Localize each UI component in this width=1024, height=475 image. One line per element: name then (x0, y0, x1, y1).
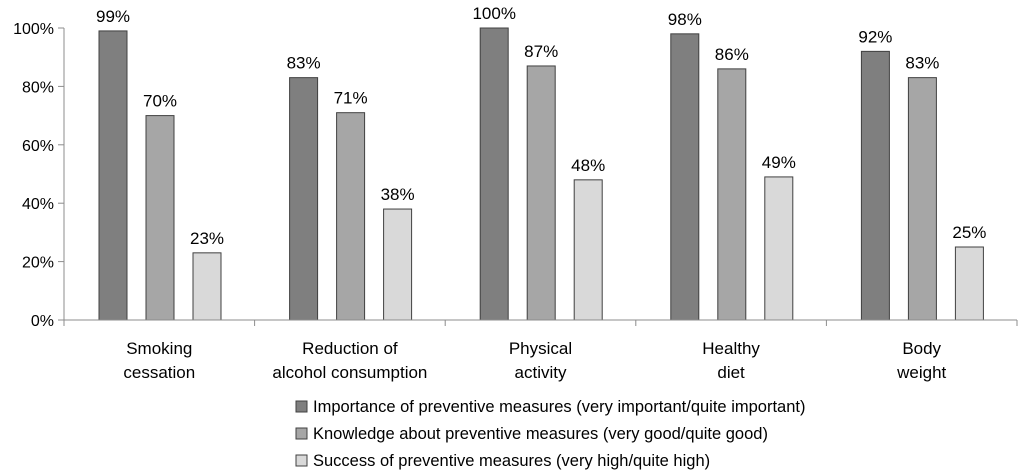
data-label: 71% (334, 89, 368, 108)
legend-label: Knowledge about preventive measures (ver… (313, 425, 768, 443)
x-category-label: Physical (509, 339, 572, 358)
x-category-label: activity (515, 363, 567, 382)
bar-series3 (192, 252, 222, 321)
bar-series3 (954, 246, 984, 321)
data-label: 23% (190, 229, 224, 248)
legend-swatch (295, 400, 308, 413)
x-category-label: cessation (123, 363, 195, 382)
legend-swatch (295, 454, 308, 467)
legend: Importance of preventive measures (very … (295, 398, 805, 470)
x-category-label: alcohol consumption (272, 363, 427, 382)
data-label: 70% (143, 92, 177, 111)
data-label: 100% (472, 4, 515, 23)
data-label: 83% (905, 54, 939, 73)
y-tick-label: 60% (22, 138, 54, 155)
x-category-label: diet (717, 363, 745, 382)
bar-series1 (860, 50, 890, 321)
legend-label: Importance of preventive measures (very … (313, 398, 805, 416)
bar-series1 (670, 33, 700, 321)
y-tick-label: 40% (22, 196, 54, 213)
bar-series3 (764, 176, 794, 321)
data-label: 83% (287, 54, 321, 73)
bar-series2 (717, 68, 747, 321)
bar-series3 (383, 208, 413, 321)
x-category-label: Reduction of (302, 339, 398, 358)
data-label: 25% (952, 223, 986, 242)
y-tick-label: 0% (31, 313, 54, 330)
data-label: 92% (858, 27, 892, 46)
x-category-label: Healthy (702, 339, 760, 358)
data-label: 48% (571, 156, 605, 175)
data-label: 87% (524, 42, 558, 61)
x-category-label: weight (896, 363, 946, 382)
bar-series2 (145, 115, 175, 321)
bars: 99% 70% 23% 83% 71% 38% 100% 87% 48% 98% 86% 49% 92%… (96, 4, 986, 321)
y-tick-label: 100% (13, 21, 54, 38)
data-label: 99% (96, 7, 130, 26)
legend-label: Success of preventive measures (very hig… (313, 452, 710, 470)
bar-series2 (526, 65, 556, 321)
bar-series1 (479, 27, 509, 321)
y-tick-label: 80% (22, 79, 54, 96)
bar-series2 (336, 112, 366, 321)
data-label: 38% (381, 185, 415, 204)
bar-series1 (98, 30, 128, 321)
data-label: 98% (668, 10, 702, 29)
y-tick-label: 20% (22, 255, 54, 272)
y-axis: 0% 20% 40% 60% 80% 100% (13, 21, 65, 330)
data-label: 49% (762, 153, 796, 172)
x-category-label: Body (902, 339, 941, 358)
x-category-label: Smoking (126, 339, 192, 358)
bar-series3 (573, 179, 603, 321)
data-label: 86% (715, 45, 749, 64)
x-axis: Smoking cessation Reduction of alcohol cons… (63, 319, 1018, 382)
legend-swatch (295, 427, 308, 440)
bar-series1 (289, 77, 319, 321)
bar-series2 (907, 77, 937, 321)
